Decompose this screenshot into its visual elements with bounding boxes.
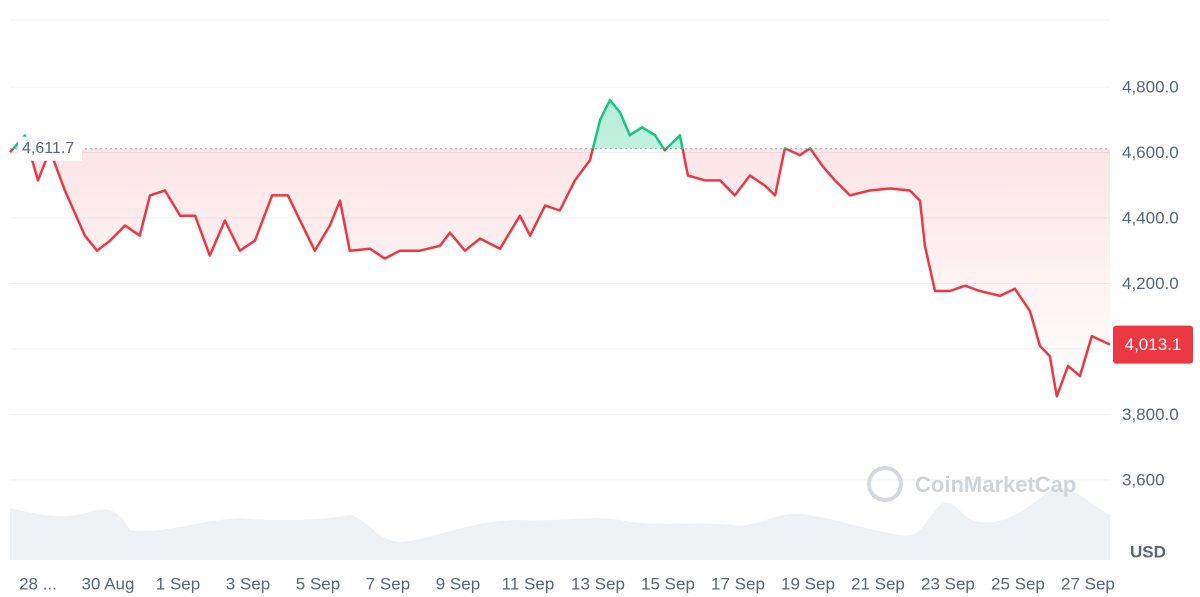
x-tick-label: 13 Sep <box>571 574 625 593</box>
y-tick-label: 4,800.0 <box>1122 78 1179 97</box>
line-down <box>9 148 1111 398</box>
x-tick-label: 7 Sep <box>366 574 410 593</box>
plot-area <box>10 20 1110 560</box>
y-tick-label: 3,800.0 <box>1122 405 1179 424</box>
x-tick-label: 27 Sep <box>1061 574 1115 593</box>
current-price-box <box>1113 325 1193 364</box>
y-tick-label: 4,200.0 <box>1122 274 1179 293</box>
volume-silhouette <box>10 487 1110 560</box>
watermark-text: CoinMarketCap <box>915 472 1076 497</box>
unit-label: USD <box>1130 542 1166 561</box>
y-tick-label: 4,400.0 <box>1122 208 1179 227</box>
watermark: CoinMarketCap <box>867 466 1076 502</box>
x-tick-label: 30 Aug <box>82 574 135 593</box>
x-tick-label: 3 Sep <box>226 574 270 593</box>
x-tick-label: 17 Sep <box>711 574 765 593</box>
area-down <box>10 148 1110 397</box>
x-tick-label: 28 ... <box>19 574 57 593</box>
y-tick-label: 3,600 <box>1122 470 1165 489</box>
watermark-logo <box>867 466 903 502</box>
line-up <box>11 98 812 149</box>
marks <box>9 98 1111 398</box>
current-price-label: 4,013.1 <box>1125 335 1182 354</box>
x-tick-label: 9 Sep <box>436 574 480 593</box>
x-tick-label: 23 Sep <box>921 574 975 593</box>
x-tick-label: 25 Sep <box>991 574 1045 593</box>
x-tick-label: 15 Sep <box>641 574 695 593</box>
baseline-label: 4,611.7 <box>22 140 74 157</box>
baseline-label-bg <box>18 136 82 161</box>
y-tick-label: 4,600.0 <box>1122 143 1179 162</box>
x-tick-label: 5 Sep <box>296 574 340 593</box>
x-tick-label: 11 Sep <box>502 574 555 593</box>
x-tick-label: 21 Sep <box>851 574 905 593</box>
x-tick-label: 19 Sep <box>781 574 835 593</box>
x-tick-label: 1 Sep <box>156 574 200 593</box>
